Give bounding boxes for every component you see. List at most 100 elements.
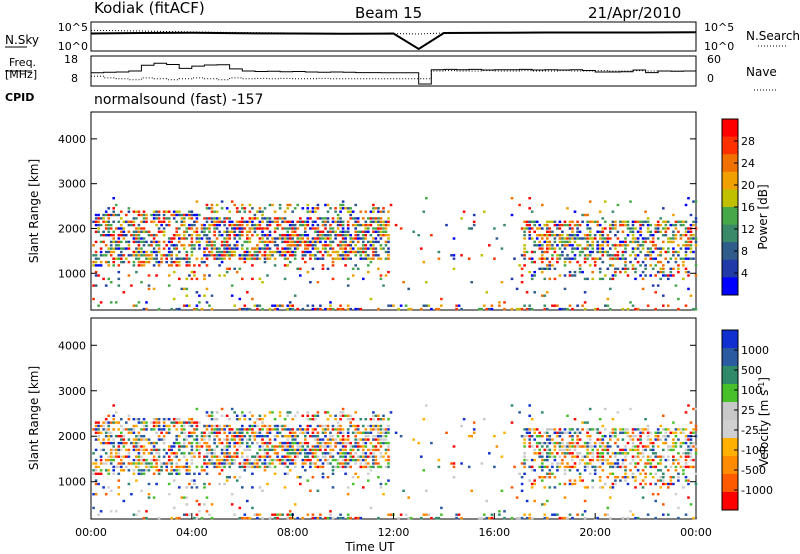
power-echo: [160, 260, 163, 264]
velocity-echo: [268, 411, 272, 414]
velocity-echo: [596, 448, 599, 452]
velocity-echo: [513, 465, 516, 469]
power-echo: [674, 257, 678, 260]
power-echo: [135, 210, 138, 213]
velocity-echo: [266, 455, 269, 458]
power-echo: [326, 230, 330, 233]
power-echo: [92, 297, 95, 301]
velocity-echo: [374, 458, 378, 462]
velocity-echo: [641, 448, 645, 452]
power-echo: [568, 257, 572, 260]
velocity-echo: [97, 465, 100, 469]
power-echo: [351, 237, 355, 240]
velocity-echo: [346, 462, 350, 465]
velocity-echo: [639, 441, 642, 445]
velocity-echo: [548, 452, 552, 455]
power-echo: [127, 254, 131, 257]
power-echo: [228, 267, 231, 270]
power-echo: [122, 260, 126, 264]
velocity-echo: [362, 445, 365, 448]
velocity-echo: [626, 431, 630, 434]
velocity-echo: [520, 476, 524, 479]
power-echo: [606, 304, 610, 307]
velocity-echo: [636, 455, 640, 458]
power-echo: [117, 237, 121, 240]
power-echo: [362, 247, 365, 250]
power-echo: [667, 220, 670, 223]
velocity-echo: [636, 438, 640, 441]
power-echo: [228, 237, 231, 240]
velocity-echo: [546, 455, 549, 458]
velocity-echo: [283, 462, 287, 465]
power-echo: [162, 217, 166, 220]
velocity-echo: [190, 441, 194, 445]
velocity-echo: [331, 424, 335, 428]
power-plot-area: [92, 197, 698, 311]
power-echo: [362, 217, 365, 220]
power-echo: [349, 237, 352, 240]
power-echo: [273, 240, 277, 244]
power-echo: [152, 234, 156, 237]
power-echo: [621, 250, 625, 254]
power-echo: [339, 257, 342, 260]
power-echo: [230, 200, 234, 203]
power-echo: [346, 244, 350, 247]
power-echo: [120, 240, 123, 244]
power-echo: [213, 244, 216, 247]
velocity-echo: [175, 421, 178, 424]
power-echo: [626, 220, 630, 223]
velocity-echo: [344, 445, 347, 448]
power-echo: [611, 257, 615, 260]
power-echo: [296, 267, 299, 270]
velocity-echo: [336, 458, 340, 462]
velocity-echo: [490, 516, 494, 520]
velocity-echo: [659, 431, 662, 434]
power-echo: [152, 237, 156, 240]
velocity-echo: [311, 445, 315, 448]
velocity-echo: [183, 513, 186, 516]
power-echo: [346, 277, 350, 281]
power-echo: [684, 240, 688, 244]
velocity-echo: [677, 462, 680, 465]
velocity-echo: [253, 435, 257, 438]
velocity-echo: [122, 428, 126, 431]
velocity-echo: [609, 431, 612, 434]
velocity-echo: [180, 496, 184, 499]
velocity-echo: [122, 499, 126, 503]
velocity-echo: [172, 452, 176, 455]
velocity-echo: [309, 435, 312, 438]
velocity-echo: [137, 469, 141, 472]
velocity-echo: [170, 448, 173, 452]
power-echo: [641, 270, 645, 274]
power-echo: [639, 274, 642, 277]
velocity-echo: [339, 424, 342, 428]
velocity-echo: [349, 414, 352, 417]
power-echo: [634, 227, 637, 230]
power-echo: [223, 244, 226, 247]
power-echo: [203, 247, 206, 250]
velocity-echo: [563, 469, 567, 472]
power-echo: [225, 240, 229, 244]
power-echo: [379, 277, 383, 281]
velocity-echo: [213, 424, 216, 428]
velocity-echo: [246, 445, 249, 448]
power-echo: [636, 247, 640, 250]
velocity-echo: [288, 513, 292, 516]
velocity-echo: [558, 445, 562, 448]
velocity-echo: [299, 482, 302, 486]
velocity-echo: [641, 479, 645, 482]
power-echo: [293, 294, 297, 297]
power-echo: [679, 220, 683, 223]
velocity-echo: [291, 458, 294, 462]
velocity-echo: [157, 472, 161, 475]
velocity-echo: [687, 404, 690, 407]
velocity-echo: [467, 435, 471, 438]
power-colorbar-cell: [722, 119, 738, 138]
velocity-echo: [210, 458, 214, 462]
velocity-echo: [606, 458, 610, 462]
power-echo: [538, 247, 541, 250]
power-echo: [339, 220, 342, 223]
power-echo: [656, 223, 660, 227]
velocity-echo: [659, 438, 662, 441]
power-echo: [586, 277, 589, 281]
